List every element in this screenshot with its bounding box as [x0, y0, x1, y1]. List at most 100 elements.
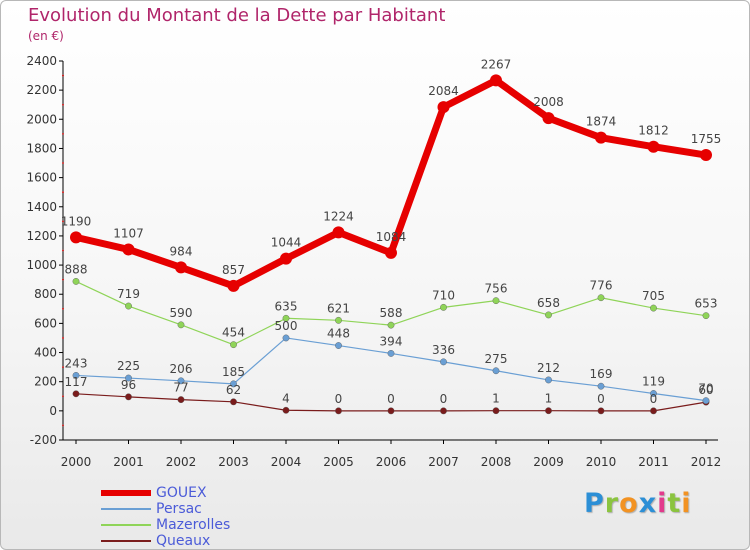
data-point-gouex [542, 112, 555, 125]
y-tick-label: 1000 [26, 258, 57, 272]
data-label-gouex: 1874 [586, 115, 617, 129]
data-point-persac [230, 380, 237, 388]
y-tick-label: 800 [34, 287, 57, 301]
x-tick-label: 2004 [271, 455, 302, 469]
data-point-gouex [490, 74, 502, 87]
y-tick-label: -200 [30, 433, 57, 447]
data-label-persac: 212 [537, 361, 560, 375]
x-tick-label: 2011 [638, 455, 669, 469]
y-minor-tick [62, 249, 64, 252]
legend-swatch [101, 508, 151, 510]
data-label-persac: 225 [117, 359, 140, 373]
chart-title: Evolution du Montant de la Dette par Hab… [28, 5, 446, 26]
logo-letter: i [657, 488, 668, 519]
data-label-mazerolles: 888 [65, 262, 88, 276]
data-label-mazerolles: 710 [432, 288, 455, 302]
data-label-gouex: 2084 [428, 84, 459, 98]
data-label-gouex: 1190 [61, 214, 92, 228]
legend-label: GOUEX [156, 485, 207, 501]
y-minor-tick [62, 307, 64, 310]
data-label-gouex: 2267 [481, 57, 512, 71]
legend-label: Mazerolles [156, 517, 231, 533]
y-tick-label: 2000 [26, 112, 57, 126]
y-tick-label: 400 [34, 346, 57, 360]
data-point-queaux [335, 407, 342, 415]
data-point-mazerolles [492, 297, 500, 305]
y-minor-tick [62, 191, 64, 194]
data-point-gouex [647, 140, 660, 153]
legend-swatch [101, 524, 151, 526]
data-label-queaux: 117 [65, 375, 88, 389]
data-label-persac: 206 [170, 362, 193, 376]
x-tick-label: 2010 [586, 455, 617, 469]
data-point-queaux [177, 396, 185, 404]
y-tick-label: 2400 [26, 54, 57, 68]
y-minor-tick [62, 220, 64, 223]
x-tick-label: 2003 [218, 455, 249, 469]
data-point-persac [282, 334, 290, 342]
data-label-queaux: 60 [698, 383, 713, 397]
x-tick-label: 2007 [428, 455, 459, 469]
data-point-gouex [280, 252, 292, 265]
data-label-gouex: 1812 [638, 124, 669, 138]
data-point-gouex [332, 226, 345, 239]
data-label-gouex: 984 [170, 244, 193, 258]
y-tick-label: 600 [34, 316, 57, 330]
data-point-mazerolles [282, 314, 290, 322]
data-label-queaux: 77 [173, 381, 188, 395]
y-tick-label: 2200 [26, 83, 57, 97]
data-point-mazerolles [387, 321, 395, 329]
logo-letter: t [667, 488, 682, 519]
data-point-queaux [387, 407, 395, 415]
data-label-queaux: 1 [492, 392, 500, 406]
data-label-persac: 169 [590, 367, 613, 381]
data-label-gouex: 1084 [376, 230, 407, 244]
proxiti-logo: Proxiti [584, 488, 692, 519]
data-point-gouex [175, 261, 187, 274]
data-point-mazerolles [230, 341, 237, 349]
x-tick-label: 2005 [323, 455, 354, 469]
data-label-persac: 500 [275, 319, 298, 333]
data-label-mazerolles: 454 [222, 326, 245, 340]
data-point-queaux [230, 398, 237, 406]
data-label-gouex: 1224 [323, 209, 354, 223]
data-label-mazerolles: 658 [537, 296, 560, 310]
data-point-queaux [545, 407, 552, 415]
data-label-mazerolles: 653 [695, 297, 718, 311]
legend-label: Persac [156, 501, 202, 517]
data-label-mazerolles: 776 [590, 279, 613, 293]
data-label-mazerolles: 719 [117, 287, 140, 301]
data-point-persac [335, 342, 342, 349]
data-point-mazerolles [72, 278, 80, 285]
data-point-persac [125, 374, 132, 382]
logo-letter: r [604, 488, 620, 519]
y-minor-tick [62, 395, 64, 398]
data-point-persac [650, 390, 657, 397]
data-label-persac: 394 [380, 334, 403, 348]
data-label-queaux: 4 [282, 391, 290, 405]
data-point-persac [545, 376, 552, 384]
x-tick-label: 2002 [166, 455, 197, 469]
data-label-gouex: 1107 [113, 226, 144, 240]
data-label-gouex: 1044 [271, 236, 302, 250]
data-point-queaux [440, 407, 447, 415]
x-tick-label: 2008 [481, 455, 512, 469]
data-point-persac [440, 358, 447, 366]
data-label-mazerolles: 590 [170, 306, 193, 320]
data-point-gouex [122, 243, 135, 256]
data-label-queaux: 0 [387, 392, 395, 406]
logo-letter: P [584, 488, 605, 519]
x-tick-label: 2000 [61, 455, 92, 469]
data-point-persac [597, 382, 605, 390]
x-tick-label: 2006 [376, 455, 407, 469]
data-label-mazerolles: 588 [380, 306, 403, 320]
data-point-mazerolles [650, 304, 657, 312]
legend-label: Queaux [156, 533, 211, 549]
x-tick-label: 2012 [691, 455, 722, 469]
data-label-gouex: 1755 [691, 132, 722, 146]
data-label-persac: 119 [642, 374, 665, 388]
data-point-mazerolles [597, 294, 605, 302]
x-tick-label: 2009 [533, 455, 564, 469]
